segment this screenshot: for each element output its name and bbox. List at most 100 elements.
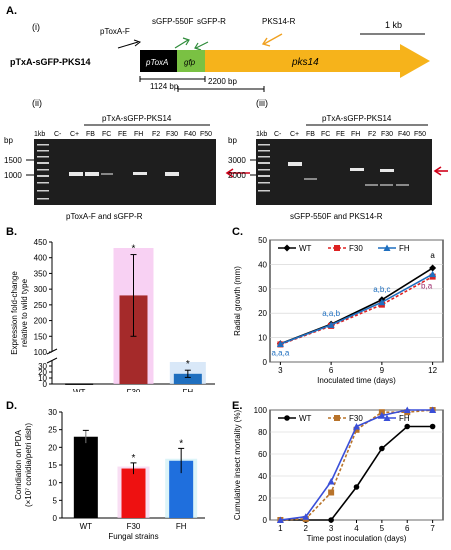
block-pks14 — [205, 44, 430, 78]
chart-c-legend-marker — [283, 244, 291, 252]
gel-ii-lane-8: F2 — [152, 131, 160, 138]
chart-e-xtick-label: 6 — [405, 524, 410, 533]
chart-e-ytick-label: 100 — [254, 406, 268, 415]
gel-iii-caption: sGFP-550F and PKS14-R — [290, 212, 383, 221]
chart-c-series-line — [280, 273, 434, 345]
chart-c-ytick-label: 50 — [258, 236, 267, 245]
chart-e-point — [429, 423, 436, 430]
chart-c-xtick-label: 9 — [380, 366, 385, 375]
chart-e-point — [302, 513, 310, 520]
gel-iii-label: (iii) — [256, 98, 268, 108]
gel-ii-lane-3: C+ — [70, 131, 79, 138]
chart-c-xlabel: Inoculated time (days) — [317, 376, 396, 385]
chart-e-legend-marker — [284, 415, 290, 421]
chart-c-ylabel: Radial growth (mm) — [233, 266, 242, 336]
chart-c-ytick-label: 10 — [258, 334, 267, 343]
chart-b-ytick-label: 350 — [34, 269, 48, 278]
chart-b-xtick-label: F30 — [127, 388, 141, 392]
chart-d-ytick-label: 5 — [53, 496, 58, 505]
chart-b-ytick-label: 100 — [34, 348, 48, 357]
chart-c-point — [429, 264, 437, 272]
chart-e-point — [379, 445, 385, 452]
chart-d-ytick-label: 25 — [48, 426, 57, 435]
gel-ii-lane-5: FC — [102, 131, 111, 138]
gel-ii-band-fh — [133, 172, 147, 175]
block-ptoxa-label: pToxA — [145, 58, 168, 67]
chart-b-ytick-label: 400 — [34, 254, 48, 263]
chart-d-xlabel: Fungal strains — [108, 532, 158, 541]
panel-a-i-label: (i) — [32, 22, 40, 32]
primer-ptoxaf-arrow — [117, 41, 139, 49]
chart-c-annotation: a,a,b — [322, 309, 340, 318]
construct-name: pTxA-sGFP-PKS14 — [10, 57, 91, 67]
gel-ii-lane-2: C- — [54, 131, 62, 138]
chart-e-xtick-label: 5 — [380, 524, 385, 533]
gel-iii-image — [256, 139, 432, 205]
chart-c-annotation: a — [430, 251, 435, 260]
chart-e-legend-marker — [334, 415, 340, 421]
gel-iii-band-fh — [350, 168, 364, 171]
panel-b-label: B. — [6, 226, 17, 238]
chart-c-xtick-label: 6 — [329, 366, 334, 375]
chart-b-ytick-label: 300 — [34, 285, 48, 294]
scale-label: 1 kb — [385, 20, 402, 30]
chart-c-legend-label: F30 — [349, 244, 363, 253]
chart-c-xtick-label: 12 — [428, 366, 437, 375]
chart-e-point — [276, 516, 284, 523]
gel-ii-lane-6: FE — [118, 131, 127, 138]
chart-c-legend-marker — [383, 244, 391, 251]
chart-e-ytick-label: 0 — [263, 516, 268, 525]
chart-d-xtick-label: WT — [80, 522, 93, 531]
dim2-label: 2200 bp — [208, 77, 237, 86]
chart-d-bar — [121, 468, 146, 518]
gel-ii-marker-1500: 1500 — [4, 156, 22, 165]
chart-c-ytick-label: 40 — [258, 260, 267, 269]
chart-d-bar — [73, 436, 98, 518]
chart-e-xtick-label: 1 — [278, 524, 283, 533]
block-pks-label: pks14 — [291, 57, 319, 68]
gel-ii-band-f30 — [165, 172, 179, 176]
gel-ii-caption: pToxA-F and sGFP-R — [66, 212, 143, 221]
chart-e-point — [429, 406, 437, 413]
chart-b-ytick-label: 200 — [34, 317, 48, 326]
gel-ii-label: (ii) — [32, 98, 42, 108]
chart-b-bar — [173, 373, 202, 384]
chart-e-legend-label: F30 — [349, 414, 363, 423]
chart-e-xtick-label: 7 — [430, 524, 435, 533]
block-ptoxa — [140, 50, 177, 72]
gel-ii-lane-10: F40 — [184, 131, 196, 138]
gel-iii-bp: bp — [228, 136, 237, 145]
gel-iii-band-f30 — [380, 169, 394, 172]
primer-pks14r-label: PKS14-R — [262, 17, 296, 26]
chart-e-series-line — [280, 425, 433, 521]
gel-iii-lane-11: F50 — [414, 131, 426, 138]
block-gfp — [177, 50, 205, 72]
gel-iii-lane-7: FH — [351, 131, 360, 138]
gel-ii-marker-1000: 1000 — [4, 171, 22, 180]
chart-b-axis-break — [46, 348, 58, 364]
gel-ii-lane-11: F50 — [200, 131, 212, 138]
primer-ptoxaf-label: pToxA-F — [100, 27, 130, 36]
chart-d-ytick-label: 30 — [48, 408, 57, 417]
gel-iii: bp 3000 2000 1kb C- C+ FB FC FE FH F2 F3… — [228, 124, 448, 205]
gel-iii-lane-3: C+ — [290, 131, 299, 138]
chart-c-annotation: a,a,a — [271, 349, 289, 358]
chart-c-ytick-label: 0 — [263, 358, 268, 367]
gel-ii-lane-7: FH — [134, 131, 143, 138]
chart-b-ytick-label: 150 — [34, 332, 48, 341]
chart-e-point — [404, 423, 411, 430]
chart-e-ytick-label: 60 — [258, 450, 267, 459]
chart-e-legend-label: WT — [299, 414, 312, 423]
chart-d-ylabel: Conidiation on PDA(×10⁷ conidia/petri di… — [14, 423, 33, 507]
chart-b-ytick-label: 20 — [38, 368, 47, 377]
chart-e: 0 20 40 60 80 100 1 2 3 4 5 6 7 WT F30 FH Time post inoc… — [233, 406, 444, 543]
chart-d-ytick-label: 0 — [53, 514, 58, 523]
chart-c: 0 10 20 30 40 50 3 6 9 12 WT F30 FH Inoculated time (… — [233, 236, 444, 385]
chart-e-xtick-label: 3 — [329, 524, 334, 533]
gel-ii: bp 1500 1000 1kb C- C+ FB FC FE FH F2 F3… — [4, 124, 250, 205]
chart-b-ytick-label: 0 — [43, 380, 48, 389]
chart-b-significance: * — [186, 359, 190, 370]
primer-sgfpr-label: sGFP-R — [197, 17, 226, 26]
primer-pks14r-arrow — [263, 33, 283, 45]
chart-c-annotation: a,b,c — [373, 285, 390, 294]
